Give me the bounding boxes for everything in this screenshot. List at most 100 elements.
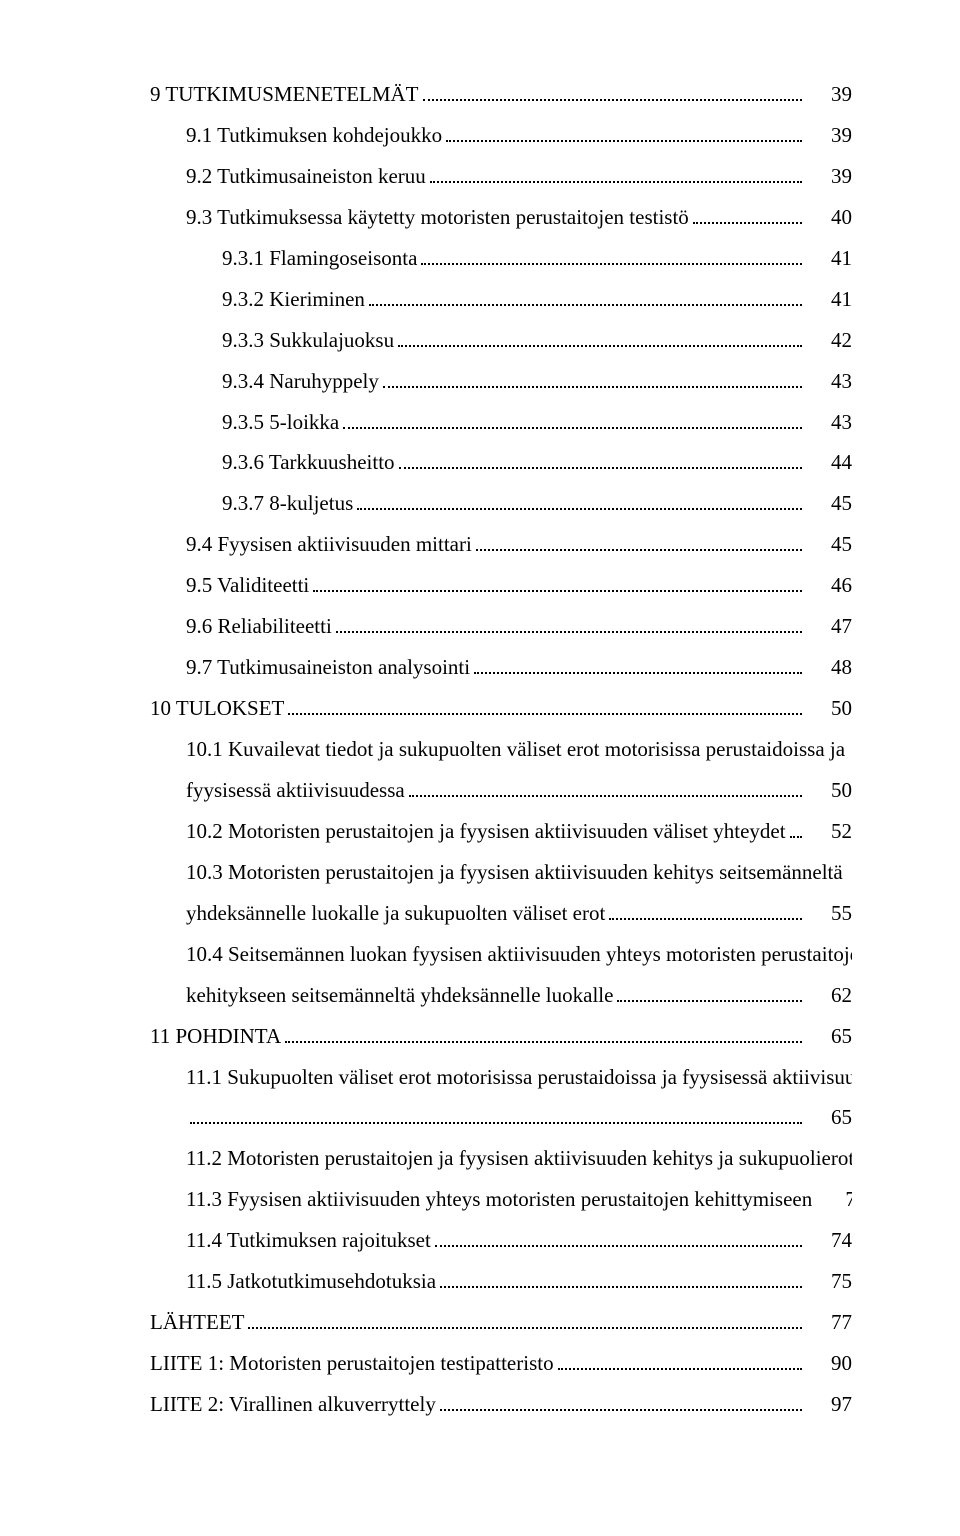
toc-entry-label: 9.3 Tutkimuksessa käytetty motoristen pe…	[186, 197, 689, 238]
toc-entry: 9.3 Tutkimuksessa käytetty motoristen pe…	[150, 197, 852, 238]
toc-entry: 9.3.4 Naruhyppely 43	[150, 361, 852, 402]
toc-entry-label: kehitykseen seitsemänneltä yhdeksännelle…	[186, 975, 613, 1016]
toc-entry: 65	[150, 1097, 852, 1138]
toc-entry-page: 75	[806, 1261, 852, 1302]
toc-entry: 9 TUTKIMUSMENETELMÄT39	[150, 74, 852, 115]
toc-leader	[369, 288, 802, 306]
toc-leader	[435, 1230, 802, 1248]
toc-entry: 10.1 Kuvailevat tiedot ja sukupuolten vä…	[150, 729, 852, 770]
toc-entry-label: 9.1 Tutkimuksen kohdejoukko	[186, 115, 442, 156]
toc-entry-page: 45	[806, 483, 852, 524]
toc-entry-page: 40	[806, 197, 852, 238]
toc-entry: 9.4 Fyysisen aktiivisuuden mittari45	[150, 524, 852, 565]
toc-leader	[617, 984, 801, 1002]
toc-entry-label: 9.3.2 Kieriminen	[222, 279, 365, 320]
toc-entry-page: 39	[806, 115, 852, 156]
toc-entry-page: 47	[806, 606, 852, 647]
toc-entry: 11 POHDINTA65	[150, 1016, 852, 1057]
toc-leader	[357, 493, 802, 511]
toc-entry-label: 9.3.6 Tarkkuusheitto	[222, 442, 395, 483]
toc-leader	[288, 697, 801, 715]
toc-entry: 11.5 Jatkotutkimusehdotuksia 75	[150, 1261, 852, 1302]
toc-entry-page: 41	[806, 238, 852, 279]
toc-entry-page: 44	[806, 442, 852, 483]
toc-entry-page: 48	[806, 647, 852, 688]
toc-entry-label: 9.3.4 Naruhyppely	[222, 361, 379, 402]
toc-entry: 11.1 Sukupuolten väliset erot motorisiss…	[150, 1057, 852, 1098]
toc-entry: 9.3.5 5-loikka43	[150, 402, 852, 443]
toc-entry: 11.3 Fyysisen aktiivisuuden yhteys motor…	[150, 1179, 852, 1220]
toc-leader	[313, 575, 802, 593]
toc-entry: 9.3.3 Sukkulajuoksu 42	[150, 320, 852, 361]
toc-entry-page: 46	[806, 565, 852, 606]
toc-leader	[399, 452, 802, 470]
toc-entry-label: 11 POHDINTA	[150, 1016, 281, 1057]
toc-entry: 9.7 Tutkimusaineiston analysointi48	[150, 647, 852, 688]
toc-entry-label: 11.5 Jatkotutkimusehdotuksia	[186, 1261, 436, 1302]
toc-entry-label: 9.3.1 Flamingoseisonta	[222, 238, 417, 279]
toc-entry: 11.2 Motoristen perustaitojen ja fyysise…	[150, 1138, 852, 1179]
toc-leader	[558, 1352, 802, 1370]
toc-leader	[409, 779, 802, 797]
toc-entry-page: 74	[806, 1220, 852, 1261]
toc-entry: 9.6 Reliabiliteetti 47	[150, 606, 852, 647]
toc-entry: 9.3.6 Tarkkuusheitto 44	[150, 442, 852, 483]
toc-leader	[609, 902, 802, 920]
toc-entry-label: 10.3 Motoristen perustaitojen ja fyysise…	[186, 852, 843, 893]
toc-entry-page: 65	[806, 1097, 852, 1138]
toc-entry-label: 9.3.7 8-kuljetus	[222, 483, 353, 524]
toc-leader	[446, 124, 802, 142]
toc-entry-label: LÄHTEET	[150, 1302, 244, 1343]
toc-entry-page: 41	[806, 279, 852, 320]
toc-entry: 9.2 Tutkimusaineiston keruu39	[150, 156, 852, 197]
toc-leader	[336, 615, 802, 633]
toc-entry-label: 9.2 Tutkimusaineiston keruu	[186, 156, 426, 197]
toc-entry: 9.3.1 Flamingoseisonta 41	[150, 238, 852, 279]
toc-entry: LIITE 2: Virallinen alkuverryttely97	[150, 1384, 852, 1425]
toc-leader	[476, 534, 802, 552]
toc-entry-page: 42	[806, 320, 852, 361]
toc-entry: 10 TULOKSET50	[150, 688, 852, 729]
toc-entry: fyysisessä aktiivisuudessa50	[150, 770, 852, 811]
toc-leader	[423, 83, 802, 101]
toc-entry-page: 90	[806, 1343, 852, 1384]
toc-entry-label: 10 TULOKSET	[150, 688, 284, 729]
toc-entry-page: 97	[806, 1384, 852, 1425]
toc-leader	[474, 656, 802, 674]
toc-entry: 11.4 Tutkimuksen rajoitukset 74	[150, 1220, 852, 1261]
toc-entry-label: 11.1 Sukupuolten väliset erot motorisiss…	[186, 1057, 852, 1098]
toc-leader	[693, 206, 802, 224]
toc-leader	[248, 1311, 801, 1329]
toc-leader	[440, 1270, 802, 1288]
toc-entry-page: 55	[806, 893, 852, 934]
toc-entry: LIITE 1: Motoristen perustaitojen testip…	[150, 1343, 852, 1384]
toc-entry: 9.1 Tutkimuksen kohdejoukko 39	[150, 115, 852, 156]
toc-entry-label: 9.6 Reliabiliteetti	[186, 606, 332, 647]
toc-entry-label: 9.5 Validiteetti	[186, 565, 309, 606]
toc-leader	[430, 165, 802, 183]
toc-leader	[847, 863, 848, 879]
toc-entry-page: 43	[806, 361, 852, 402]
toc-entry-label: yhdeksännelle luokalle ja sukupuolten vä…	[186, 893, 605, 934]
toc-entry: 9.3.7 8-kuljetus 45	[150, 483, 852, 524]
toc-leader	[190, 1107, 802, 1125]
toc-leader	[421, 247, 801, 265]
table-of-contents: 9 TUTKIMUSMENETELMÄT399.1 Tutkimuksen ko…	[150, 74, 852, 1425]
toc-entry-label: 11.3 Fyysisen aktiivisuuden yhteys motor…	[186, 1179, 812, 1220]
toc-leader	[285, 1025, 802, 1043]
toc-entry: LÄHTEET77	[150, 1302, 852, 1343]
toc-entry-label: LIITE 1: Motoristen perustaitojen testip…	[150, 1343, 554, 1384]
toc-leader	[790, 820, 802, 838]
toc-entry-label: 11.2 Motoristen perustaitojen ja fyysise…	[186, 1138, 852, 1179]
toc-entry-label: 9.4 Fyysisen aktiivisuuden mittari	[186, 524, 472, 565]
toc-entry-label: 9.3.3 Sukkulajuoksu	[222, 320, 394, 361]
toc-page: 9 TUTKIMUSMENETELMÄT399.1 Tutkimuksen ko…	[0, 0, 960, 1536]
toc-entry-page: 52	[806, 811, 852, 852]
toc-entry-label: 11.4 Tutkimuksen rajoitukset	[186, 1220, 431, 1261]
toc-leader	[343, 411, 802, 429]
toc-leader	[383, 370, 802, 388]
toc-entry-label: 10.2 Motoristen perustaitojen ja fyysise…	[186, 811, 786, 852]
toc-entry: 10.4 Seitsemännen luokan fyysisen aktiiv…	[150, 934, 852, 975]
toc-entry-label: fyysisessä aktiivisuudessa	[186, 770, 405, 811]
toc-entry: 9.3.2 Kieriminen 41	[150, 279, 852, 320]
